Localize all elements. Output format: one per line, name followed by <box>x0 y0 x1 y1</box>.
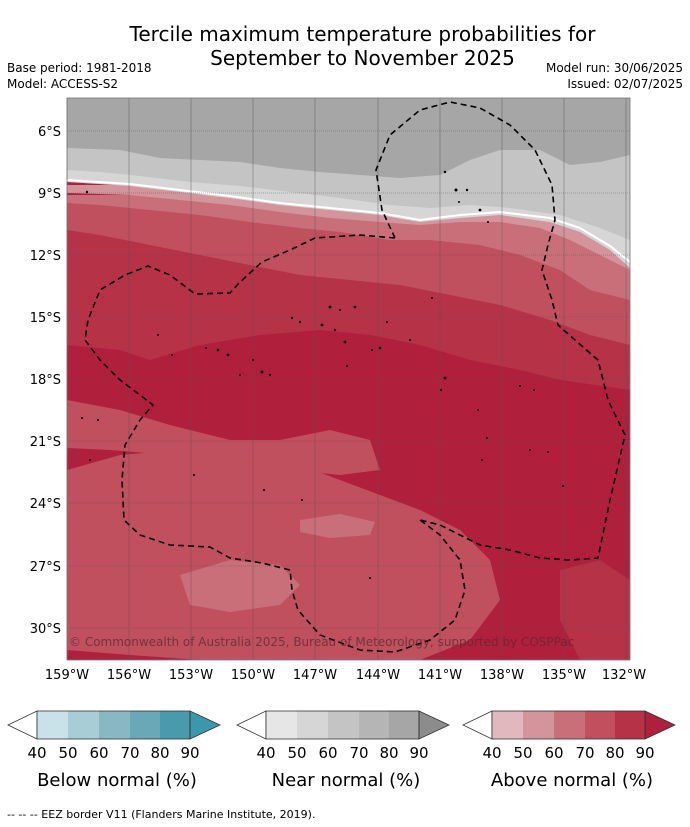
colorbar-segment <box>130 711 160 739</box>
colorbar-segment <box>389 711 419 739</box>
legend-tick: 70 <box>120 744 140 762</box>
lon-label: 132°W <box>602 668 646 683</box>
latitude-labels: 6°S 9°S 12°S 15°S 18°S 21°S 24°S 27°S 30… <box>30 125 61 637</box>
legend-tick: 40 <box>27 744 47 762</box>
legend-tick: 80 <box>379 744 399 762</box>
lat-label: 30°S <box>30 622 61 637</box>
colorbar-segment <box>328 711 359 739</box>
zone-above-60-south <box>180 560 300 612</box>
legend-caption: Near normal (%) <box>271 770 421 791</box>
map-area <box>67 98 630 660</box>
legend-near-normal: 40 50 60 70 80 90 Near normal (%) <box>236 708 456 791</box>
legend-tick: 40 <box>256 744 276 762</box>
legend-tick: 50 <box>58 744 78 762</box>
meridians <box>66 98 627 660</box>
lat-label: 6°S <box>38 125 61 140</box>
lat-label: 9°S <box>38 187 61 202</box>
lon-label: 135°W <box>542 668 586 683</box>
legend-tick: 70 <box>575 744 595 762</box>
lon-label: 144°W <box>356 668 400 683</box>
colorbar-segment <box>297 711 328 739</box>
lon-label: 159°W <box>45 668 89 683</box>
colorbar-segment <box>359 711 389 739</box>
lat-label: 27°S <box>30 560 61 575</box>
colorbar-segment <box>68 711 99 739</box>
legend-tick: 50 <box>287 744 307 762</box>
legend-tick: 60 <box>544 744 564 762</box>
legend-tick: 90 <box>180 744 200 762</box>
base-period: Base period: 1981-2018 <box>7 61 152 75</box>
colorbar-low-tip <box>462 710 493 740</box>
lat-label: 18°S <box>30 373 61 388</box>
lat-label: 21°S <box>30 435 61 450</box>
lon-label: 156°W <box>107 668 151 683</box>
colorbar-segment <box>523 711 554 739</box>
colorbar-below <box>7 710 221 740</box>
longitude-labels: 159°W 156°W 153°W 150°W 147°W 144°W 141°… <box>45 668 646 683</box>
title-line-1: Tercile maximum temperature probabilitie… <box>129 22 596 46</box>
lon-label: 150°W <box>231 668 275 683</box>
title-line-2: September to November 2025 <box>210 46 515 70</box>
eez-marquesas <box>375 101 626 561</box>
probability-map: © Commonwealth of Australia 2025, Bureau… <box>30 97 646 683</box>
lon-label: 141°W <box>418 668 462 683</box>
colorbar-segment <box>37 711 68 739</box>
legend-tick: 40 <box>482 744 502 762</box>
lat-label: 24°S <box>30 497 61 512</box>
legend-tick: 80 <box>605 744 625 762</box>
meta-left: Base period: 1981-2018 Model: ACCESS-S2 <box>7 60 152 92</box>
eez-footnote: -- -- -- EEZ border V11 (Flanders Marine… <box>7 808 316 821</box>
zone-above-70-south <box>67 450 500 660</box>
map-title: Tercile maximum temperature probabilitie… <box>60 22 665 70</box>
eez-french-polynesia <box>84 234 466 653</box>
zone-above-80-east <box>560 560 630 660</box>
legend-below-normal: 40 50 60 70 80 90 Below normal (%) <box>7 708 227 791</box>
lon-label: 138°W <box>480 668 524 683</box>
colorbar-segment <box>492 711 523 739</box>
legend-caption: Above normal (%) <box>490 770 654 791</box>
issued-date: Issued: 02/07/2025 <box>567 77 683 91</box>
colorbar-segment <box>160 711 190 739</box>
colorbar-low-tip <box>236 710 267 740</box>
legend-tick: 80 <box>150 744 170 762</box>
category-boundary <box>66 179 631 263</box>
legend-above-normal: 40 50 60 70 80 90 Above normal (%) <box>462 708 682 791</box>
legend-tick: 60 <box>89 744 109 762</box>
zone-above-70-mid <box>67 400 380 475</box>
legend-caption: Below normal (%) <box>37 770 197 791</box>
lat-label: 12°S <box>30 249 61 264</box>
colorbar-high-tip <box>189 710 221 740</box>
colorbar-high-tip <box>418 710 450 740</box>
colorbar-segment <box>99 711 130 739</box>
legend-tick: 90 <box>635 744 655 762</box>
colorbar-near <box>236 710 450 740</box>
model-run: Model run: 30/06/2025 <box>545 61 683 75</box>
lat-label: 15°S <box>30 311 61 326</box>
colorbar-high-tip <box>644 710 676 740</box>
legend-tick: 70 <box>349 744 369 762</box>
lon-label: 153°W <box>169 668 213 683</box>
colorbar-segment <box>554 711 585 739</box>
meta-right: Model run: 30/06/2025 Issued: 02/07/2025 <box>546 60 683 92</box>
model-name: Model: ACCESS-S2 <box>7 77 119 91</box>
colorbar-segment <box>585 711 615 739</box>
eez-borders <box>84 101 626 653</box>
colorbar-above <box>462 710 676 740</box>
zone-above-60-south-2 <box>300 514 375 538</box>
colorbar-low-tip <box>7 710 38 740</box>
map-copyright: © Commonwealth of Australia 2025, Bureau… <box>69 635 574 649</box>
legend-tick: 90 <box>409 744 429 762</box>
legend-tick: 60 <box>318 744 338 762</box>
colorbar-segment <box>615 711 645 739</box>
lon-label: 147°W <box>293 668 337 683</box>
islands <box>81 170 564 579</box>
colorbar-segment <box>266 711 297 739</box>
zone-near-80 <box>67 98 630 178</box>
map-frame <box>66 97 631 661</box>
legend-tick: 50 <box>513 744 533 762</box>
